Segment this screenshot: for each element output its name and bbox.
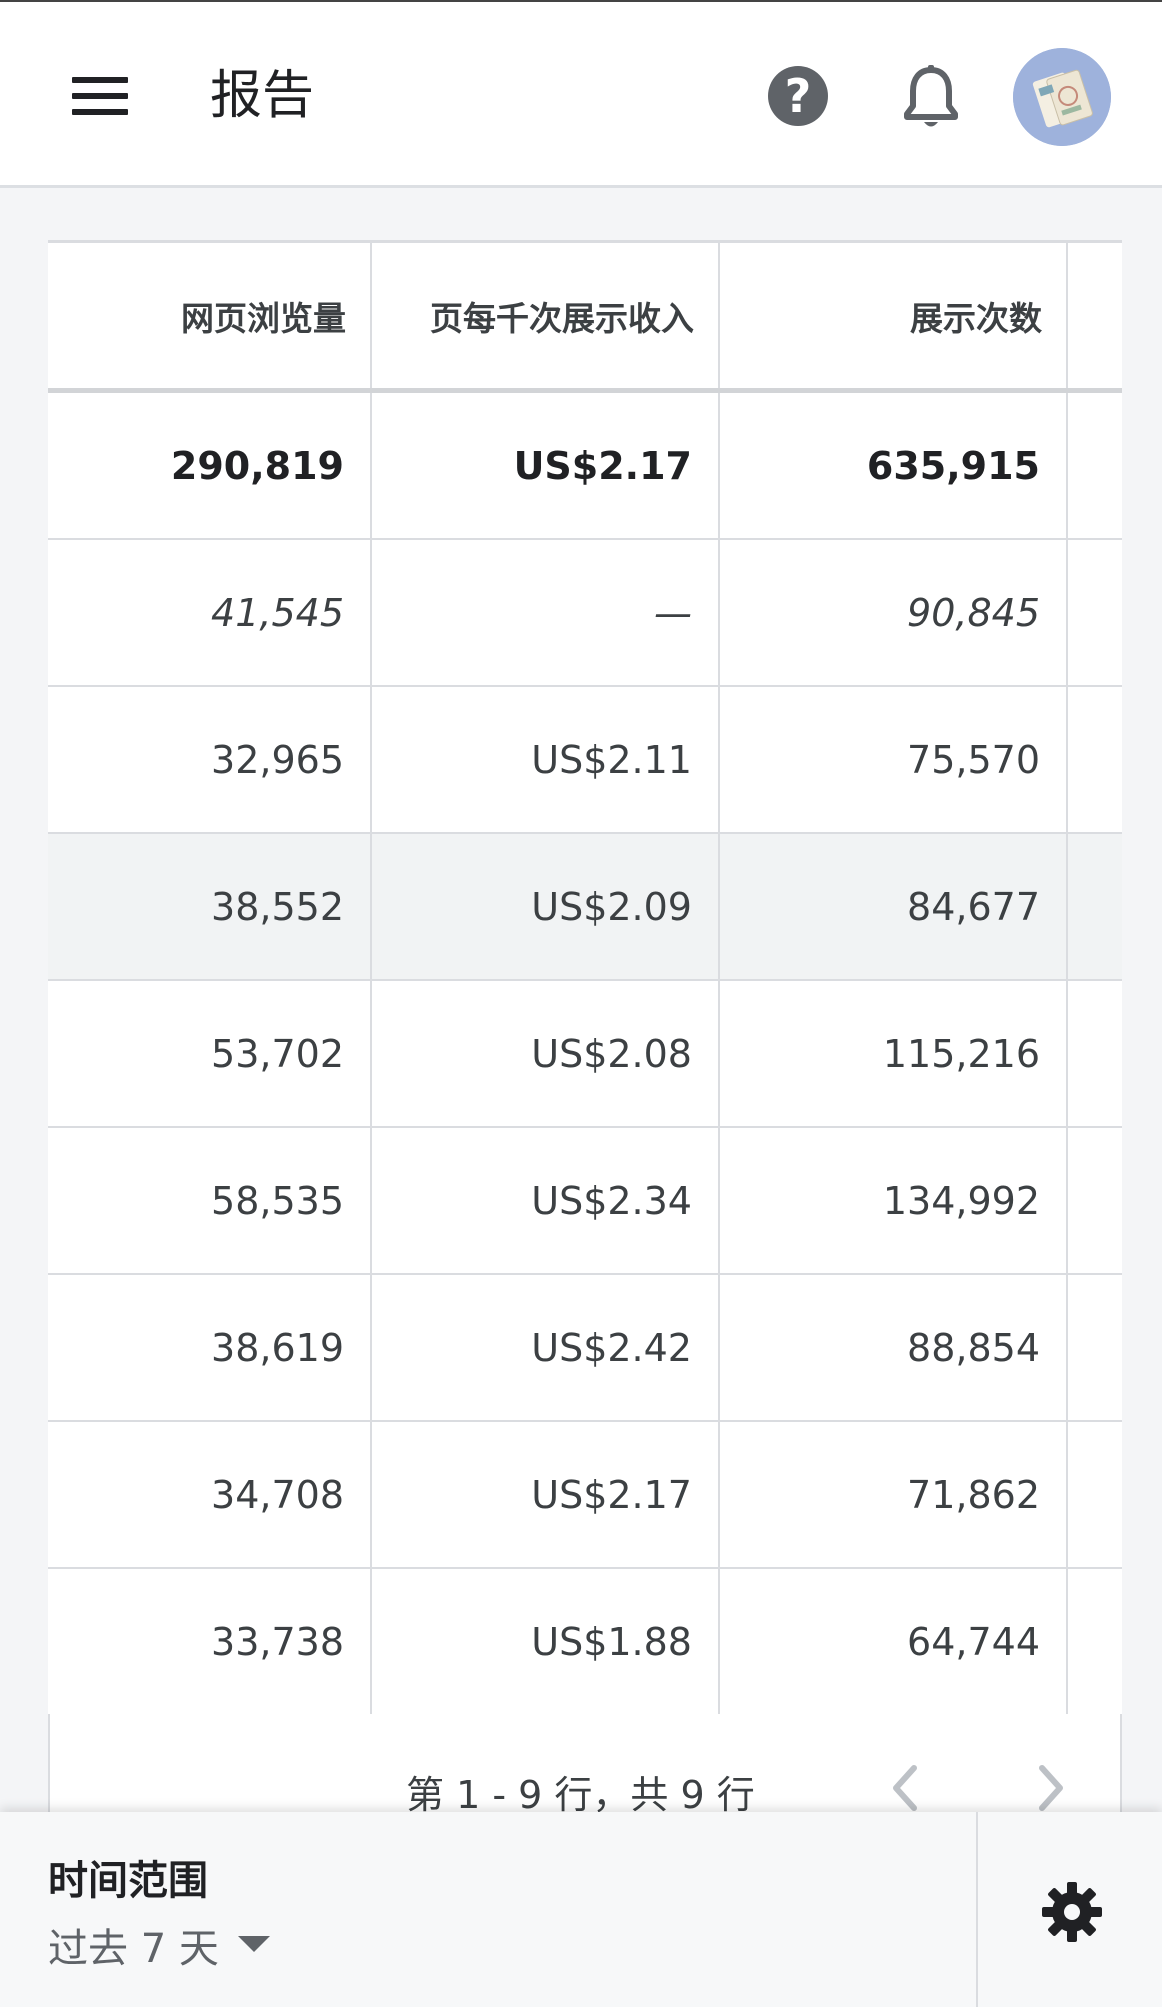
app-bar: 报告 ? (0, 0, 1162, 188)
cell-pageviews: 34,708 (211, 1472, 344, 1517)
table-cell-overflow (1066, 1275, 1122, 1420)
table-cell-overflow (1066, 834, 1122, 979)
avatar[interactable] (1013, 48, 1111, 146)
cell-pageviews: 32,965 (211, 737, 344, 782)
total-rpm: US$2.17 (370, 393, 718, 538)
cell-rpm: US$2.42 (370, 1275, 718, 1420)
cell-pageviews: 38,619 (211, 1325, 344, 1370)
total-impressions: 635,915 (718, 393, 1066, 538)
total-pageviews: 290,819 (170, 443, 344, 488)
bell-icon[interactable] (900, 64, 962, 132)
cell-pageviews: 33,738 (211, 1619, 344, 1664)
cell-impressions: 64,744 (718, 1569, 1066, 1714)
cell-impressions: 84,677 (718, 834, 1066, 979)
cell-rpm: US$2.11 (370, 687, 718, 832)
report-table: 网页浏览量 页每千次展示收入 展示次数 290,819 US$2.17 635,… (48, 240, 1122, 1716)
cell-rpm: US$2.34 (370, 1128, 718, 1273)
table-cell-overflow (1066, 1128, 1122, 1273)
cell-pageviews: 53,702 (211, 1031, 344, 1076)
cell-rpm: US$2.08 (370, 981, 718, 1126)
date-range-selector[interactable]: 时间范围 过去 7 天 (0, 1812, 976, 2007)
table-total-row: 290,819 US$2.17 635,915 (48, 393, 1122, 540)
table-header-row: 网页浏览量 页每千次展示收入 展示次数 (48, 243, 1122, 393)
menu-icon[interactable] (72, 74, 130, 118)
cell-rpm: US$1.88 (370, 1569, 718, 1714)
pagination-info: 第 1 - 9 行，共 9 行 (406, 1773, 755, 1817)
chevron-left-icon[interactable] (886, 1760, 926, 1816)
table-row[interactable]: 53,702 US$2.08 115,216 (48, 981, 1122, 1128)
column-header-pageviews[interactable]: 网页浏览量 (181, 298, 346, 338)
cell-rpm: US$2.17 (370, 1422, 718, 1567)
column-header-impressions[interactable]: 展示次数 (718, 243, 1066, 388)
help-icon[interactable]: ? (768, 66, 828, 126)
cell-rpm: — (370, 540, 718, 685)
date-range-label: 时间范围 (48, 1858, 208, 1904)
table-cell-overflow (1066, 981, 1122, 1126)
table-cell-overflow (1066, 393, 1122, 538)
gear-icon[interactable] (1040, 1880, 1104, 1944)
table-row[interactable]: 41,545 — 90,845 (48, 540, 1122, 687)
chevron-right-icon[interactable] (1030, 1760, 1070, 1816)
cell-rpm: US$2.09 (370, 834, 718, 979)
table-row[interactable]: 34,708 US$2.17 71,862 (48, 1422, 1122, 1569)
cell-pageviews: 41,545 (211, 590, 344, 635)
table-cell-overflow (1066, 1569, 1122, 1714)
cell-pageviews: 58,535 (211, 1178, 344, 1223)
table-row[interactable]: 38,552 US$2.09 84,677 (48, 834, 1122, 981)
cell-impressions: 115,216 (718, 981, 1066, 1126)
table-row[interactable]: 38,619 US$2.42 88,854 (48, 1275, 1122, 1422)
table-cell-overflow (1066, 1422, 1122, 1567)
column-header-overflow (1066, 243, 1122, 388)
date-range-value: 过去 7 天 (48, 1926, 219, 1972)
cell-impressions: 90,845 (718, 540, 1066, 685)
table-cell-overflow (1066, 687, 1122, 832)
page-title: 报告 (210, 66, 315, 126)
cell-impressions: 88,854 (718, 1275, 1066, 1420)
column-header-rpm[interactable]: 页每千次展示收入 (370, 243, 718, 388)
divider (976, 1812, 978, 2007)
table-row[interactable]: 32,965 US$2.11 75,570 (48, 687, 1122, 834)
table-row[interactable]: 33,738 US$1.88 64,744 (48, 1569, 1122, 1716)
table-cell-overflow (1066, 540, 1122, 685)
bottom-bar: 时间范围 过去 7 天 (0, 1812, 1162, 2007)
dropdown-arrow-icon[interactable] (238, 1936, 270, 1952)
cell-impressions: 71,862 (718, 1422, 1066, 1567)
cell-impressions: 75,570 (718, 687, 1066, 832)
table-row[interactable]: 58,535 US$2.34 134,992 (48, 1128, 1122, 1275)
cell-pageviews: 38,552 (211, 884, 344, 929)
cell-impressions: 134,992 (718, 1128, 1066, 1273)
